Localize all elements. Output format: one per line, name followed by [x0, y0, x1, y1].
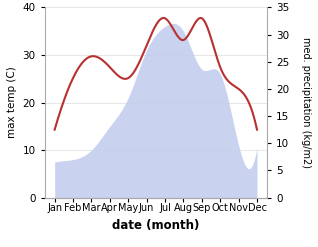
- Y-axis label: max temp (C): max temp (C): [7, 67, 17, 138]
- Y-axis label: med. precipitation (kg/m2): med. precipitation (kg/m2): [301, 37, 310, 168]
- X-axis label: date (month): date (month): [112, 219, 199, 232]
